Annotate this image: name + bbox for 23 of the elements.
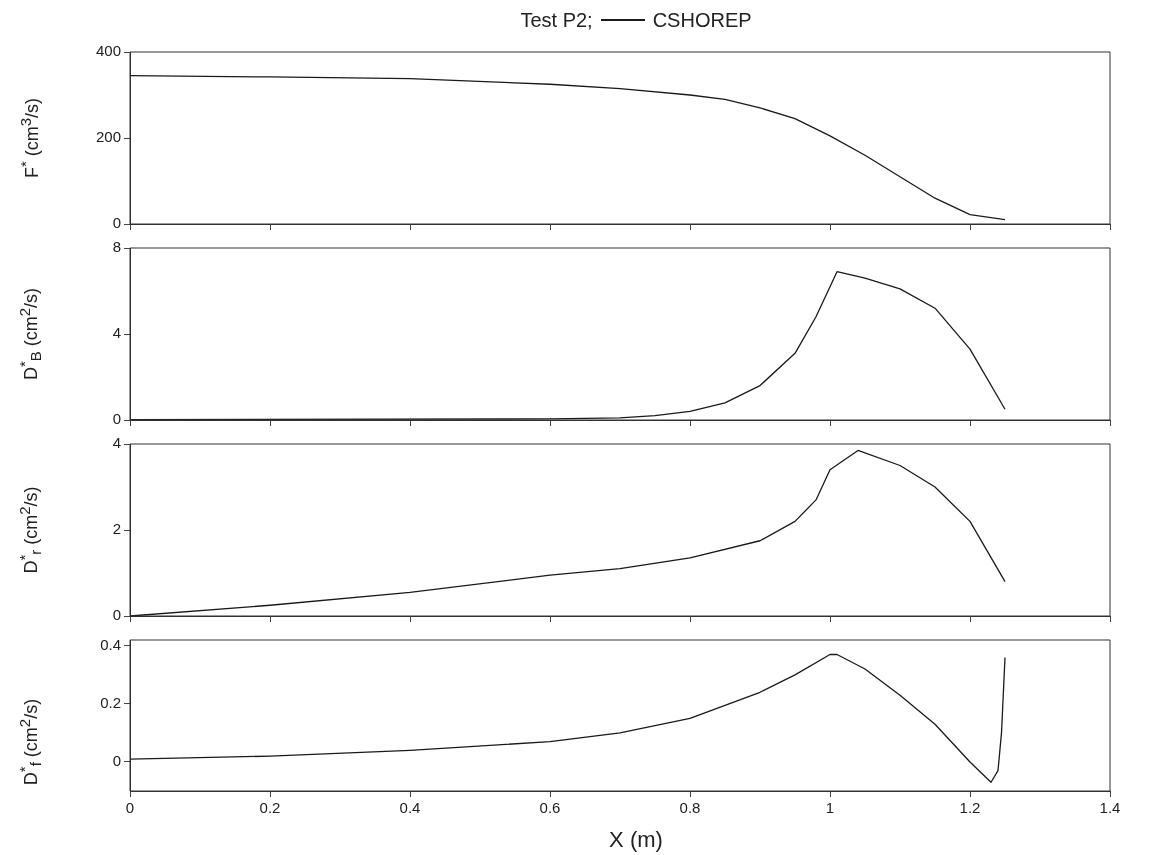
y-tick-label: 0 (112, 606, 121, 624)
y-tick-label: 0.4 (100, 635, 121, 653)
y-tick-label: 4 (112, 434, 121, 452)
y-tick-label: 8 (112, 238, 121, 256)
x-tick-label: 0 (125, 799, 135, 817)
y-tick-label: 0 (112, 214, 121, 232)
x-tick-label: 0.8 (679, 799, 701, 817)
y-tick-label: 200 (95, 128, 121, 146)
x-tick-label: 0.2 (259, 799, 281, 817)
chart-title: Test P2; (520, 8, 593, 32)
x-tick-label: 1.2 (959, 799, 981, 817)
x-tick-label: 1 (825, 799, 835, 817)
y-tick-label: 0 (112, 410, 121, 428)
x-tick-label: 1.4 (1099, 799, 1121, 817)
x-tick-label: 0.6 (539, 799, 561, 817)
x-tick-label: 0.4 (399, 799, 421, 817)
x-axis-title: X (m) (608, 827, 664, 853)
y-tick-label: 2 (112, 520, 121, 538)
y-tick-label: 400 (95, 42, 121, 60)
y-tick-label: 0.2 (100, 694, 121, 712)
y-tick-label: 0 (112, 752, 121, 770)
y-tick-label: 4 (112, 324, 121, 342)
legend-label: CSHOREP (652, 8, 752, 32)
